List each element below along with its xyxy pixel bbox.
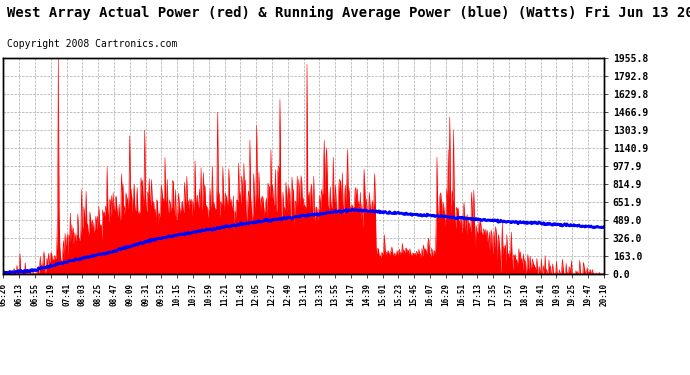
Text: Copyright 2008 Cartronics.com: Copyright 2008 Cartronics.com — [7, 39, 177, 50]
Text: West Array Actual Power (red) & Running Average Power (blue) (Watts) Fri Jun 13 : West Array Actual Power (red) & Running … — [7, 6, 690, 20]
